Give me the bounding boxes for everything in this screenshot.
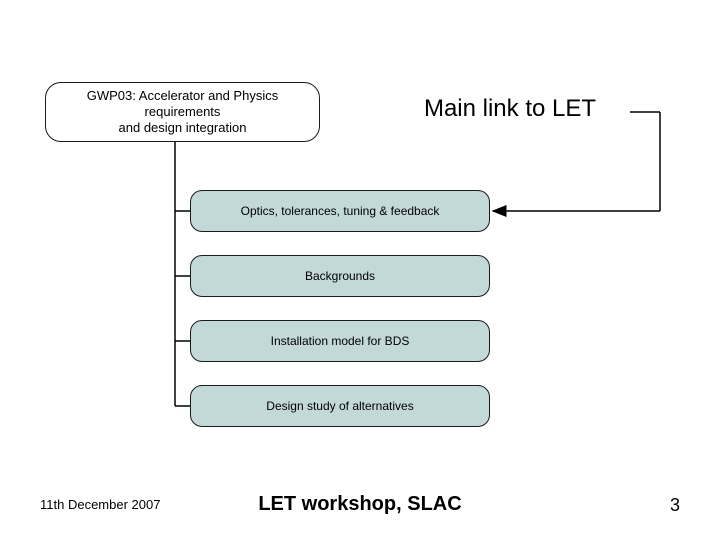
footer-title: LET workshop, SLAC [0,493,720,516]
child-box: Design study of alternatives [190,385,490,427]
top-box-text: GWP03: Accelerator and Physicsrequiremen… [87,88,278,137]
child-box-label: Design study of alternatives [266,399,413,413]
top-box: GWP03: Accelerator and Physicsrequiremen… [45,82,320,142]
child-box: Backgrounds [190,255,490,297]
child-box-label: Backgrounds [305,269,375,283]
child-box-label: Installation model for BDS [271,334,410,348]
child-box: Optics, tolerances, tuning & feedback [190,190,490,232]
footer-page-number: 3 [670,495,680,516]
child-box: Installation model for BDS [190,320,490,362]
title-text: Main link to LET [370,95,650,123]
child-box-label: Optics, tolerances, tuning & feedback [241,204,440,218]
